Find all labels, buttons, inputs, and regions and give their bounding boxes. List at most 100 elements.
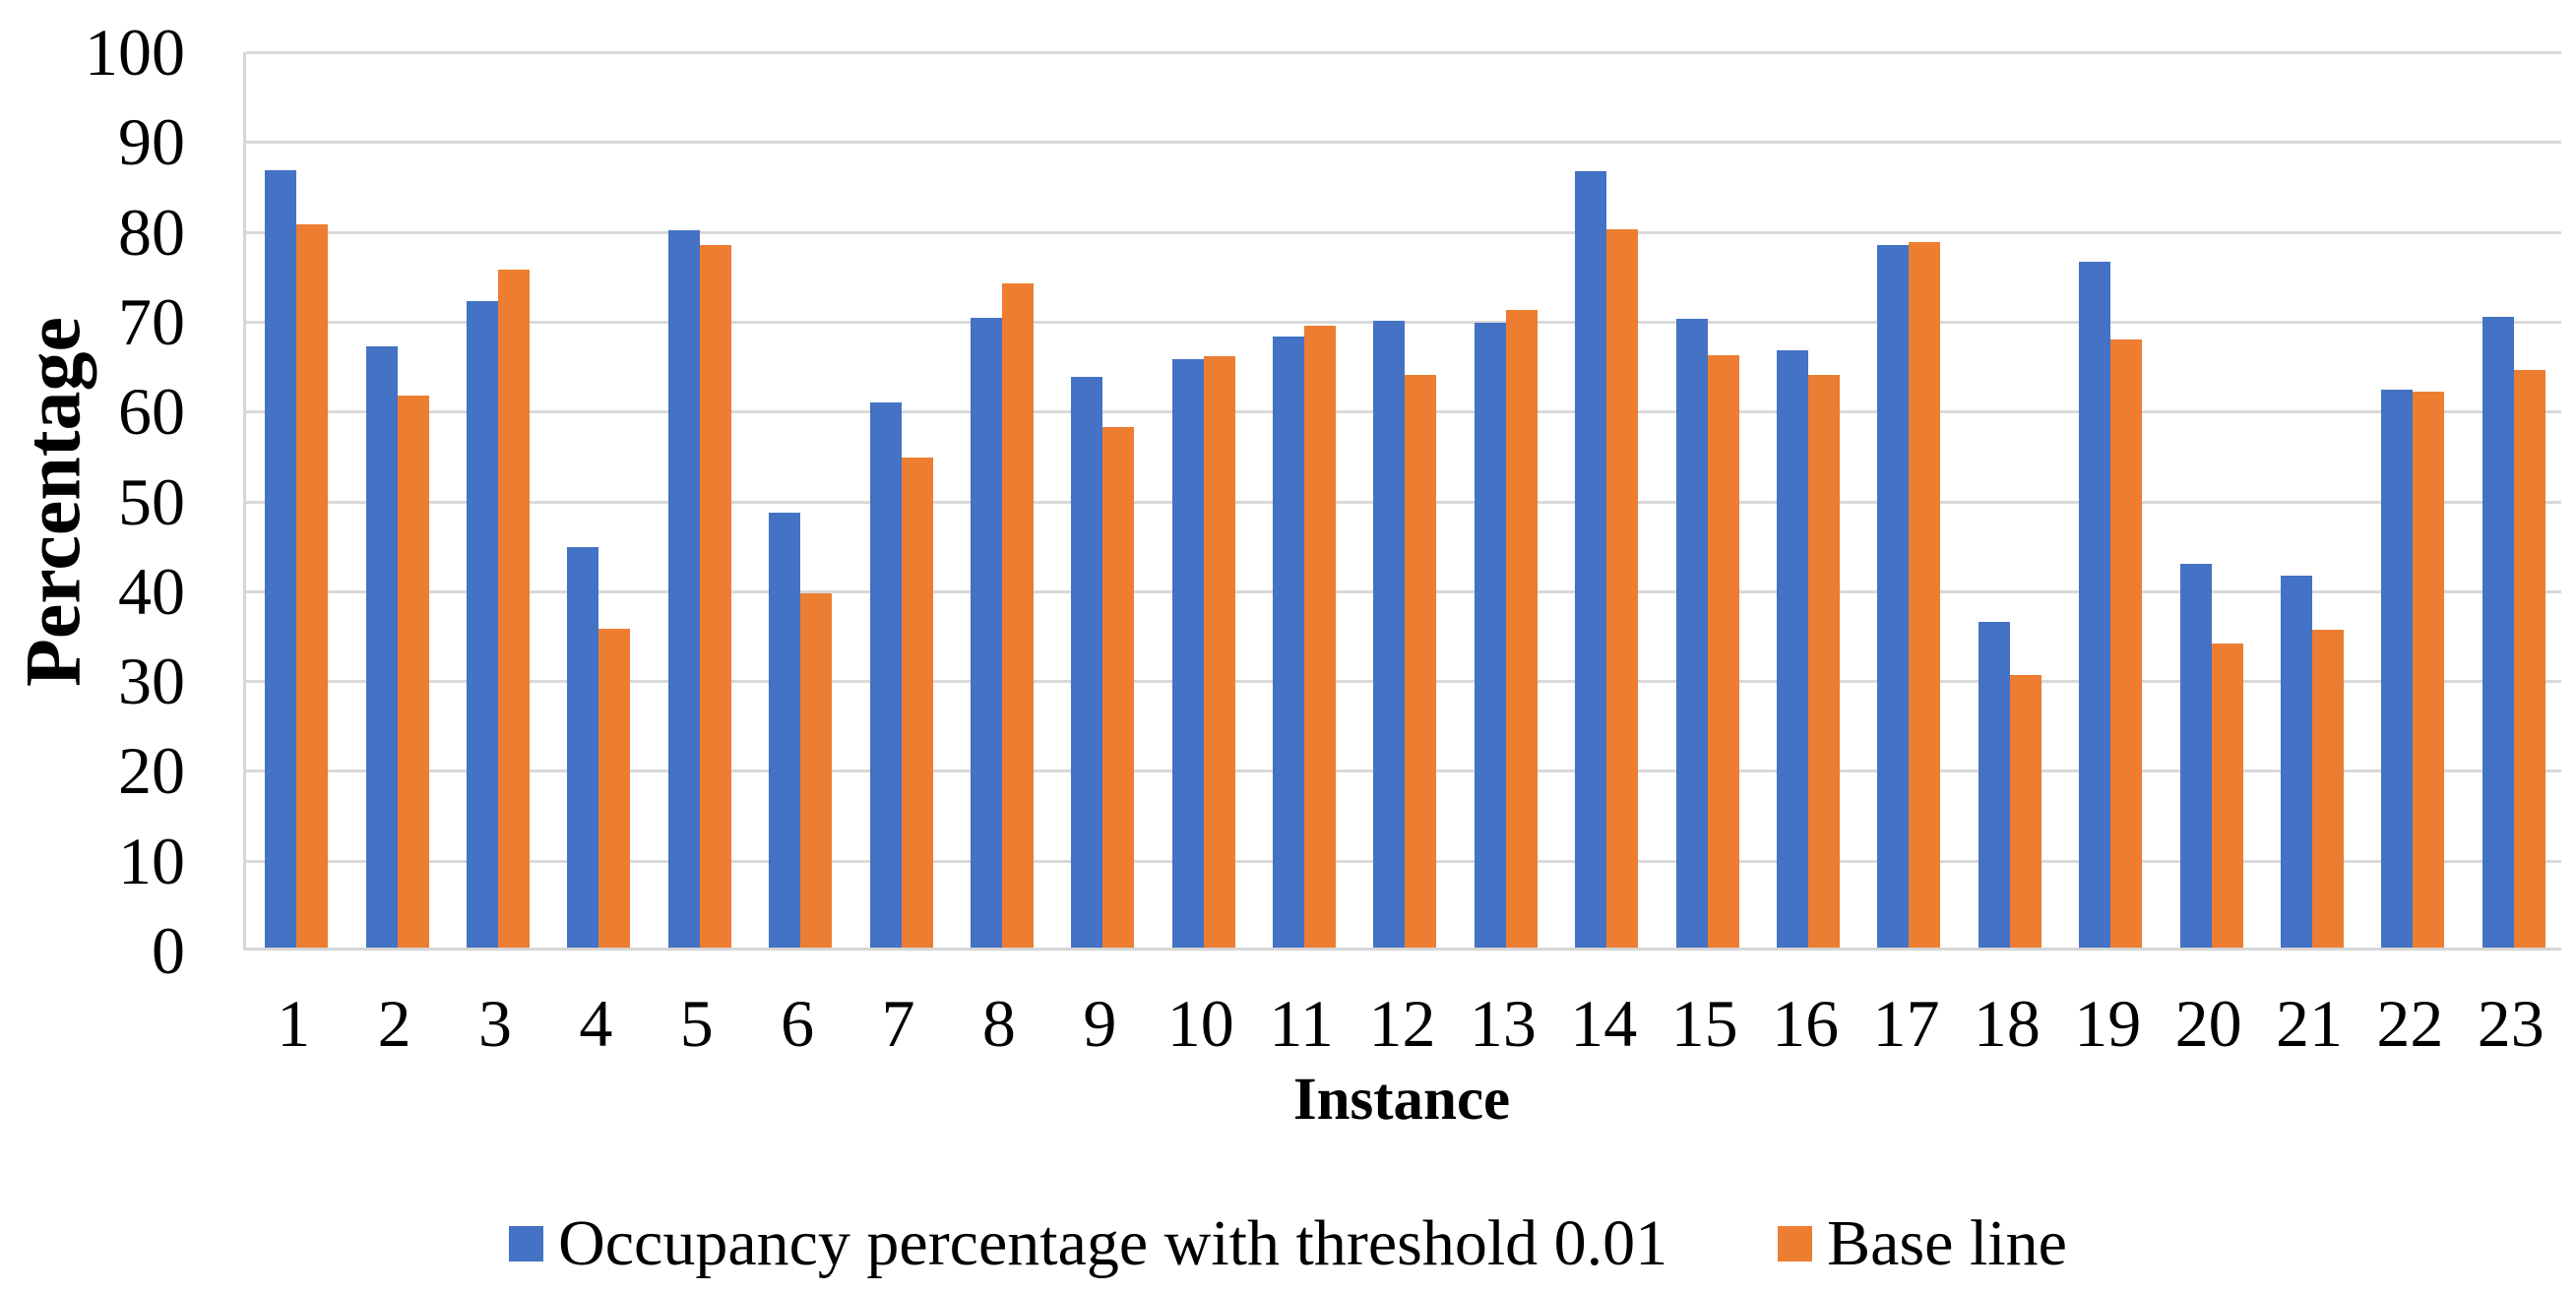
x-axis-title: Instance <box>1292 1067 1511 1133</box>
bar-occupancy-3 <box>466 300 498 948</box>
bar-occupancy-23 <box>2482 317 2514 948</box>
y-tick-label: 0 <box>152 913 185 988</box>
bar-baseline-19 <box>2110 338 2143 948</box>
y-tick-label: 100 <box>85 15 185 90</box>
legend-entry-baseline: Base line <box>1778 1208 2067 1279</box>
bar-group-21 <box>2262 52 2362 948</box>
y-tick-label: 60 <box>118 374 185 450</box>
bar-baseline-21 <box>2312 629 2344 948</box>
bar-baseline-17 <box>1909 242 1941 948</box>
x-tick-label-16: 16 <box>1772 986 1840 1061</box>
bar-baseline-9 <box>1102 427 1135 948</box>
bar-baseline-5 <box>699 245 731 948</box>
bar-baseline-4 <box>598 628 631 948</box>
bar-occupancy-12 <box>1373 320 1406 948</box>
bar-occupancy-17 <box>1877 245 1910 948</box>
bar-group-23 <box>2464 52 2564 948</box>
bar-group-10 <box>1154 52 1254 948</box>
x-tick-label-14: 14 <box>1570 986 1638 1061</box>
bar-baseline-6 <box>800 593 833 948</box>
legend-label-occupancy: Occupancy percentage with threshold 0.01 <box>558 1207 1668 1279</box>
bar-occupancy-21 <box>2281 576 2312 948</box>
bar-occupancy-9 <box>1071 377 1103 948</box>
x-tick-label-2: 2 <box>377 986 411 1061</box>
legend-swatch-occupancy <box>509 1226 544 1261</box>
plot-area <box>243 51 2564 951</box>
bar-group-8 <box>952 52 1052 948</box>
bar-occupancy-16 <box>1777 349 1809 948</box>
y-tick-label: 70 <box>118 283 185 359</box>
bar-group-22 <box>2362 52 2463 948</box>
bar-baseline-14 <box>1606 228 1639 948</box>
bar-occupancy-18 <box>1978 621 2010 948</box>
bar-occupancy-7 <box>869 401 902 948</box>
bar-baseline-3 <box>497 269 530 948</box>
bar-occupancy-15 <box>1675 318 1708 948</box>
x-tick-label-9: 9 <box>1083 986 1117 1061</box>
y-tick-label: 80 <box>118 194 185 270</box>
bar-baseline-10 <box>1203 356 1235 948</box>
bar-baseline-23 <box>2513 369 2545 948</box>
bar-group-9 <box>1052 52 1153 948</box>
bar-occupancy-22 <box>2381 390 2414 948</box>
bar-group-1 <box>246 52 346 948</box>
bar-baseline-11 <box>1304 326 1337 948</box>
bar-occupancy-13 <box>1474 323 1506 948</box>
y-tick-label: 40 <box>118 553 185 629</box>
bar-baseline-15 <box>1707 355 1739 948</box>
bar-occupancy-8 <box>970 318 1002 948</box>
legend-entry-occupancy: Occupancy percentage with threshold 0.01 <box>509 1208 1667 1279</box>
x-tick-label-18: 18 <box>1973 986 2041 1061</box>
bar-occupancy-1 <box>265 170 297 948</box>
gridline-80 <box>246 230 2561 234</box>
x-tick-label-13: 13 <box>1469 986 1537 1061</box>
x-tick-label-12: 12 <box>1368 986 1436 1061</box>
gridline-100 <box>246 51 2561 54</box>
bar-group-5 <box>650 52 750 948</box>
bar-group-6 <box>750 52 850 948</box>
x-tick-label-15: 15 <box>1670 986 1738 1061</box>
x-tick-label-4: 4 <box>579 986 613 1061</box>
bar-occupancy-6 <box>769 513 801 948</box>
x-tick-label-20: 20 <box>2174 986 2242 1061</box>
x-tick-label-10: 10 <box>1166 986 1234 1061</box>
bar-group-15 <box>1657 52 1757 948</box>
y-tick-label: 90 <box>118 104 185 180</box>
x-tick-label-17: 17 <box>1872 986 1940 1061</box>
bar-baseline-20 <box>2211 644 2243 948</box>
gridline-90 <box>246 141 2561 145</box>
bar-group-20 <box>2161 52 2261 948</box>
bar-group-18 <box>1960 52 2060 948</box>
x-tick-label-8: 8 <box>981 986 1016 1061</box>
bar-baseline-7 <box>901 457 933 948</box>
x-tick-label-1: 1 <box>277 986 311 1061</box>
x-tick-label-23: 23 <box>2477 986 2545 1061</box>
bar-baseline-1 <box>296 224 329 948</box>
legend-label-baseline: Base line <box>1827 1207 2067 1279</box>
bar-occupancy-19 <box>2079 262 2111 948</box>
y-tick-label: 20 <box>118 733 185 809</box>
bar-occupancy-5 <box>667 230 700 948</box>
bar-occupancy-2 <box>365 346 398 948</box>
bar-group-3 <box>448 52 548 948</box>
bar-occupancy-4 <box>567 546 599 948</box>
bar-baseline-2 <box>397 396 429 948</box>
bar-group-4 <box>548 52 649 948</box>
x-tick-label-22: 22 <box>2376 986 2444 1061</box>
bar-baseline-12 <box>1405 375 1437 948</box>
y-tick-label: 10 <box>118 823 185 898</box>
bar-group-11 <box>1254 52 1354 948</box>
bar-baseline-8 <box>1001 283 1034 948</box>
bar-baseline-16 <box>1808 374 1841 948</box>
y-tick-label: 30 <box>118 644 185 719</box>
bar-group-7 <box>850 52 951 948</box>
bar-group-17 <box>1858 52 1959 948</box>
x-tick-label-7: 7 <box>881 986 915 1061</box>
bar-occupancy-10 <box>1171 359 1204 948</box>
bar-occupancy-20 <box>2179 564 2212 948</box>
bar-group-16 <box>1758 52 1858 948</box>
bar-occupancy-14 <box>1575 171 1607 948</box>
bar-group-2 <box>346 52 447 948</box>
x-tick-label-5: 5 <box>679 986 714 1061</box>
